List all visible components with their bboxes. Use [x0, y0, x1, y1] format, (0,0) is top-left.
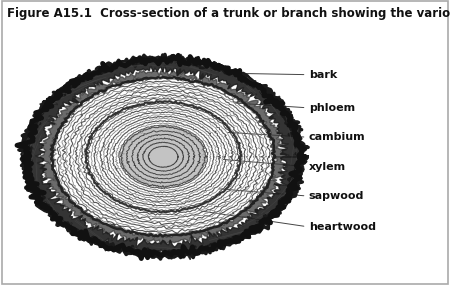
Text: bark: bark [309, 70, 337, 80]
Text: Figure A15.1  Cross-section of a trunk or branch showing the various tissues: Figure A15.1 Cross-section of a trunk or… [7, 7, 450, 20]
Polygon shape [21, 54, 304, 260]
Text: heartwood: heartwood [309, 222, 376, 232]
Polygon shape [40, 69, 287, 244]
Text: sapwood: sapwood [309, 191, 364, 201]
Text: phloem: phloem [309, 103, 355, 113]
Polygon shape [27, 60, 300, 254]
Polygon shape [52, 78, 274, 236]
Polygon shape [117, 125, 207, 188]
Text: cambium: cambium [309, 132, 365, 142]
Text: xylem: xylem [309, 162, 346, 172]
